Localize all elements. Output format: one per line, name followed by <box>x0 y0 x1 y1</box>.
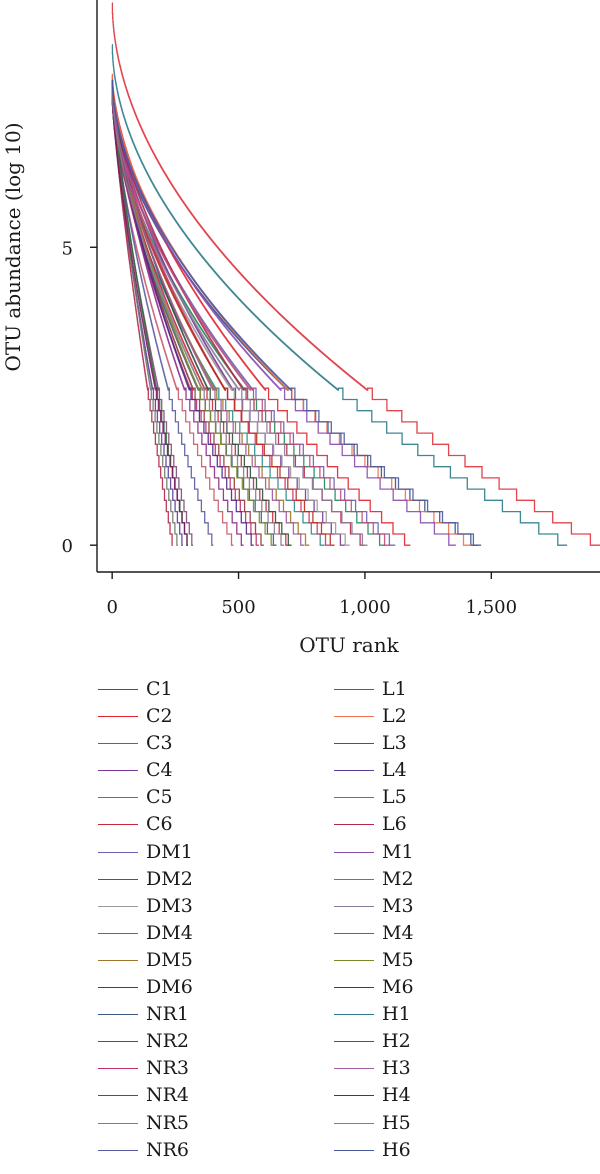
legend-label: M4 <box>382 921 414 944</box>
legend-label: DM5 <box>146 948 193 971</box>
legend-swatch <box>98 1095 138 1097</box>
series-line-H5 <box>111 91 284 546</box>
x-axis-title: OTU rank <box>299 633 399 657</box>
legend-label: NR6 <box>146 1138 190 1161</box>
legend-label: H3 <box>382 1057 411 1080</box>
legend-label: C5 <box>146 786 173 809</box>
legend-swatch <box>334 716 374 718</box>
legend-label: M6 <box>382 976 414 999</box>
legend-label: DM2 <box>146 867 193 890</box>
legend-swatch <box>334 824 374 826</box>
series-line-H3 <box>111 85 305 546</box>
legend-swatch <box>334 743 374 745</box>
legend-swatch <box>334 932 374 934</box>
legend-label: M1 <box>382 840 414 863</box>
legend-swatch <box>98 1041 138 1043</box>
legend-swatch <box>98 1014 138 1016</box>
legend-label: L2 <box>382 705 407 728</box>
legend-swatch <box>98 716 138 718</box>
legend-label: H6 <box>382 1138 411 1161</box>
legend-label: H5 <box>382 1111 411 1134</box>
legend-swatch <box>98 905 138 907</box>
legend-label: NR2 <box>146 1030 190 1053</box>
legend-label: L6 <box>382 813 407 836</box>
legend-swatch <box>334 797 374 799</box>
legend-swatch <box>98 1122 138 1124</box>
legend-label: NR5 <box>146 1111 190 1134</box>
legend-label: L3 <box>382 732 407 755</box>
legend-swatch <box>334 905 374 907</box>
series-line-H6 <box>111 79 482 546</box>
legend-swatch <box>98 1149 138 1151</box>
series-layer <box>111 2 600 546</box>
legend-label: NR4 <box>146 1084 190 1107</box>
legend-label: NR3 <box>146 1057 190 1080</box>
legend-swatch <box>98 878 138 880</box>
legend-swatch <box>334 689 374 690</box>
x-tick-label: 500 <box>221 597 255 618</box>
legend-swatch <box>334 1068 374 1070</box>
y-tick-label: 0 <box>62 536 73 557</box>
legend-swatch <box>334 878 374 880</box>
legend-label: C3 <box>146 732 173 755</box>
legend-label: L5 <box>382 786 407 809</box>
legend-swatch <box>98 743 138 745</box>
legend-label: M3 <box>382 894 414 917</box>
series-line-L3 <box>111 79 188 546</box>
series-line-DM2 <box>111 79 365 546</box>
legend-label: M2 <box>382 867 414 890</box>
legend-swatch <box>98 797 138 799</box>
y-axis-title: OTU abundance (log 10) <box>1 122 25 371</box>
legend-label: NR1 <box>146 1003 190 1026</box>
legend-swatch <box>98 824 138 826</box>
legend-swatch <box>334 959 374 961</box>
legend-swatch <box>334 1122 374 1124</box>
series-line-M4 <box>111 2 600 546</box>
legend-label: C4 <box>146 759 173 782</box>
legend-label: C1 <box>146 678 173 700</box>
legend-swatch <box>334 1041 374 1043</box>
x-tick-label: 1,000 <box>339 597 391 618</box>
legend-swatch <box>98 959 138 961</box>
series-line-H4 <box>111 97 188 546</box>
legend-swatch <box>98 987 138 989</box>
legend-label: M5 <box>382 948 414 971</box>
legend-swatch <box>98 851 138 853</box>
legend-swatch <box>98 689 138 690</box>
legend-swatch <box>98 1068 138 1070</box>
legend-label: H4 <box>382 1084 411 1107</box>
legend-label: DM3 <box>146 894 193 917</box>
x-tick-label: 1,500 <box>466 597 518 618</box>
legend-label: DM4 <box>146 921 193 944</box>
legend-label: H1 <box>382 1003 411 1026</box>
legend-label: L1 <box>382 678 407 700</box>
x-tick-label: 0 <box>106 597 117 618</box>
series-line-M1 <box>111 79 456 546</box>
series-line-H1 <box>111 44 568 546</box>
legend-swatch <box>98 770 138 772</box>
legend-swatch <box>334 1014 374 1016</box>
legend-swatch <box>334 987 374 989</box>
legend-label: DM1 <box>146 840 193 863</box>
axes-layer: 0 500 1,000 1,500 0 5 <box>62 0 600 618</box>
legend-label: C6 <box>146 813 173 836</box>
legend-swatch <box>334 770 374 772</box>
legend-label: H2 <box>382 1030 411 1053</box>
series-line-M2 <box>111 91 391 546</box>
legend-swatch <box>334 851 374 853</box>
legend-swatch <box>334 1149 374 1151</box>
legend-swatch <box>98 932 138 934</box>
legend-label: DM6 <box>146 976 193 999</box>
y-tick-label: 5 <box>62 238 73 259</box>
series-line-NR4 <box>111 79 244 546</box>
legend-label: L4 <box>382 759 407 782</box>
legend-swatch <box>334 1095 374 1097</box>
legend-label: C2 <box>146 705 173 728</box>
series-line-C2 <box>111 73 411 546</box>
series-line-NR2 <box>111 85 264 546</box>
